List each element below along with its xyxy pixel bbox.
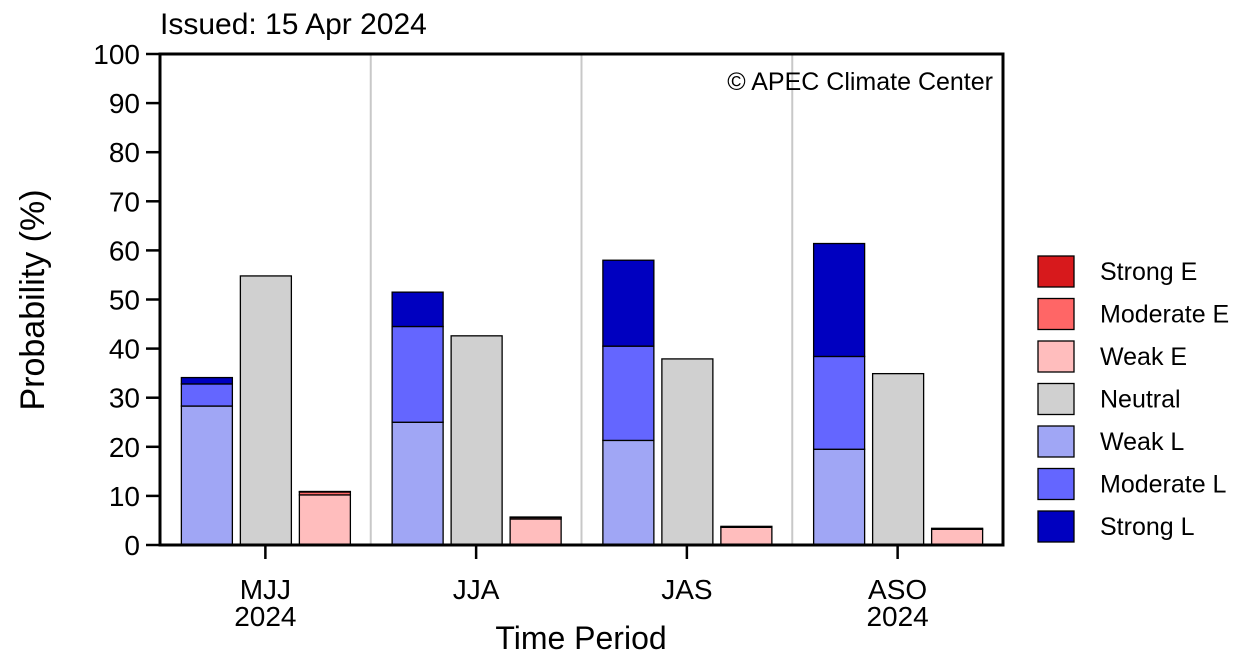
- y-tick-label: 20: [109, 432, 140, 463]
- bar-moderate-l-jja: [391, 325, 444, 423]
- x-tick-label: ASO: [868, 574, 927, 605]
- y-tick-label: 80: [109, 137, 140, 168]
- y-tick-label: 0: [124, 530, 140, 561]
- x-axis-title: Time Period: [495, 620, 666, 656]
- x-tick-label: JJA: [453, 574, 500, 605]
- x-tick-label: MJJ: [240, 574, 291, 605]
- copyright-note: © APEC Climate Center: [727, 68, 993, 96]
- bars-layer: [180, 242, 984, 546]
- bar-weak-l-aso: [812, 448, 866, 546]
- bar-weak-e-mjj: [298, 494, 352, 546]
- period-dividers: [369, 54, 794, 545]
- legend-label: Weak L: [1100, 428, 1184, 456]
- bar-strong-l-jja: [391, 291, 444, 328]
- legend-swatch: [1037, 425, 1075, 458]
- y-axis: 0 10 20 30 40 50 60 70 80 90 100: [93, 39, 160, 561]
- bar-moderate-e-jas: [720, 525, 773, 528]
- bar-strong-l-aso: [812, 242, 866, 358]
- y-axis-title: Probability (%): [14, 189, 52, 410]
- legend-swatch: [1037, 255, 1075, 288]
- bar-neutral-jas: [661, 358, 714, 546]
- legend-swatch: [1037, 297, 1075, 331]
- x-tick-sublabel: 2024: [866, 601, 928, 632]
- issued-date: Issued: 15 Apr 2024: [160, 8, 427, 41]
- y-tick-label: 50: [109, 285, 140, 316]
- legend-label: Moderate E: [1100, 301, 1229, 329]
- bar-neutral-mjj: [239, 275, 293, 546]
- bar-weak-l-jja: [391, 421, 444, 546]
- y-tick-label: 100: [93, 39, 140, 70]
- legend-swatch: [1037, 510, 1075, 543]
- bar-moderate-l-aso: [812, 355, 866, 450]
- bar-strong-e-jja: [509, 516, 562, 519]
- bar-weak-l-jas: [602, 439, 655, 546]
- x-tick-label: JAS: [661, 574, 712, 605]
- legend-label: Strong L: [1100, 513, 1195, 541]
- y-tick-label: 40: [109, 334, 140, 365]
- bar-weak-l-mjj: [180, 405, 234, 546]
- bar-moderate-l-mjj: [180, 383, 234, 407]
- bar-strong-e-mjj: [298, 490, 352, 493]
- bar-neutral-jja: [450, 335, 503, 546]
- legend: Strong E Moderate E Weak E Neutral Weak L Mod…: [1037, 255, 1229, 543]
- bar-moderate-l-jas: [602, 345, 655, 442]
- legend-swatch: [1037, 467, 1075, 501]
- y-tick-label: 30: [109, 383, 140, 414]
- x-tick-sublabel: 2024: [234, 601, 296, 632]
- y-tick-label: 90: [109, 88, 140, 119]
- legend-label: Neutral: [1100, 386, 1181, 414]
- bar-weak-e-jja: [509, 518, 562, 546]
- bar-weak-e-aso: [930, 528, 984, 546]
- legend-label: Moderate L: [1100, 471, 1227, 499]
- y-tick-label: 60: [109, 235, 140, 266]
- legend-label: Strong E: [1100, 258, 1197, 286]
- bar-moderate-e-aso: [930, 527, 984, 530]
- bar-weak-e-jas: [720, 526, 773, 546]
- bar-strong-l-jas: [602, 259, 655, 347]
- y-tick-label: 70: [109, 186, 140, 217]
- y-tick-label: 10: [109, 481, 140, 512]
- bar-strong-l-mjj: [180, 376, 234, 385]
- legend-label: Weak E: [1100, 343, 1187, 371]
- legend-swatch: [1037, 382, 1075, 416]
- bar-neutral-aso: [871, 372, 925, 546]
- legend-swatch: [1037, 340, 1075, 373]
